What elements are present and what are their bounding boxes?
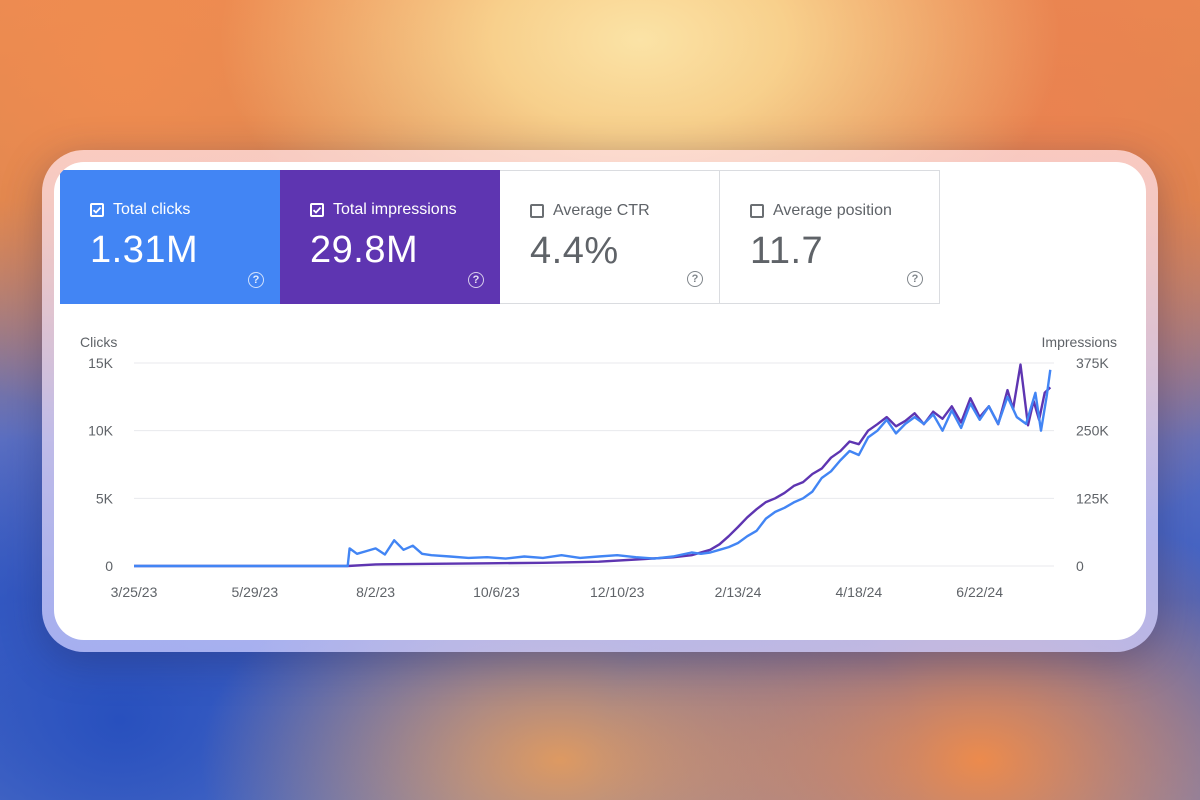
left-tick-label: 15K	[88, 355, 114, 371]
metric-value: 1.31M	[90, 229, 199, 271]
help-icon[interactable]: ?	[907, 271, 923, 287]
left-axis-title: Clicks	[80, 334, 117, 350]
help-icon[interactable]: ?	[687, 271, 703, 287]
left-tick-label: 0	[105, 558, 113, 574]
metric-total-clicks[interactable]: Total clicks 1.31M ?	[60, 170, 280, 304]
metric-value: 11.7	[750, 230, 824, 272]
clicks-series-line	[134, 369, 1052, 568]
x-tick-label: 10/6/23	[473, 584, 520, 600]
right-tick-label: 375K	[1076, 355, 1109, 371]
checkbox-checked-icon[interactable]	[310, 203, 324, 217]
performance-chart[interactable]: Clicks Impressions 0 5K 10K 15K 0 125K 250K 37…	[54, 162, 1146, 640]
x-tick-label: 3/25/23	[111, 584, 158, 600]
x-tick-label: 2/13/24	[715, 584, 762, 600]
metric-average-ctr[interactable]: Average CTR 4.4% ?	[500, 170, 720, 304]
right-tick-label: 0	[1076, 558, 1084, 574]
help-icon[interactable]: ?	[468, 272, 484, 288]
checkbox-unchecked-icon[interactable]	[530, 204, 544, 218]
metric-label: Average position	[773, 202, 892, 219]
x-tick-label: 6/22/24	[956, 584, 1003, 600]
x-tick-label: 5/29/23	[231, 584, 278, 600]
left-tick-label: 5K	[96, 490, 114, 506]
left-tick-label: 10K	[88, 423, 114, 439]
metric-label: Total clicks	[113, 201, 191, 218]
x-tick-label: 4/18/24	[835, 584, 882, 600]
metric-value: 4.4%	[530, 230, 619, 272]
impressions-series-line	[134, 363, 1052, 568]
checkbox-checked-icon[interactable]	[90, 203, 104, 217]
help-icon[interactable]: ?	[248, 272, 264, 288]
metric-total-impressions[interactable]: Total impressions 29.8M ?	[280, 170, 500, 304]
right-axis-title: Impressions	[1042, 334, 1117, 350]
right-tick-label: 125K	[1076, 490, 1109, 506]
x-tick-label: 12/10/23	[590, 584, 645, 600]
metric-tabs: Total clicks 1.31M ? Total impressions 2…	[60, 170, 940, 304]
x-tick-label: 8/2/23	[356, 584, 395, 600]
checkbox-unchecked-icon[interactable]	[750, 204, 764, 218]
performance-card: Total clicks 1.31M ? Total impressions 2…	[54, 162, 1146, 640]
metric-value: 29.8M	[310, 229, 419, 271]
right-tick-label: 250K	[1076, 423, 1109, 439]
metric-label: Average CTR	[553, 202, 650, 219]
metric-average-position[interactable]: Average position 11.7 ?	[720, 170, 940, 304]
metric-label: Total impressions	[333, 201, 457, 218]
